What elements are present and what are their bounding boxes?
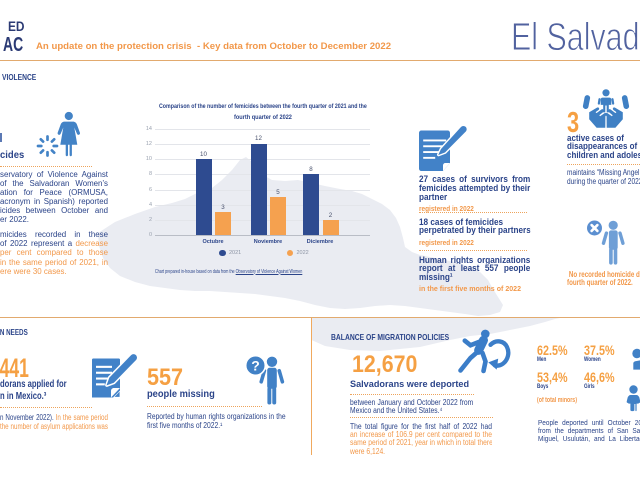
svg-text:?: ? (251, 358, 260, 374)
